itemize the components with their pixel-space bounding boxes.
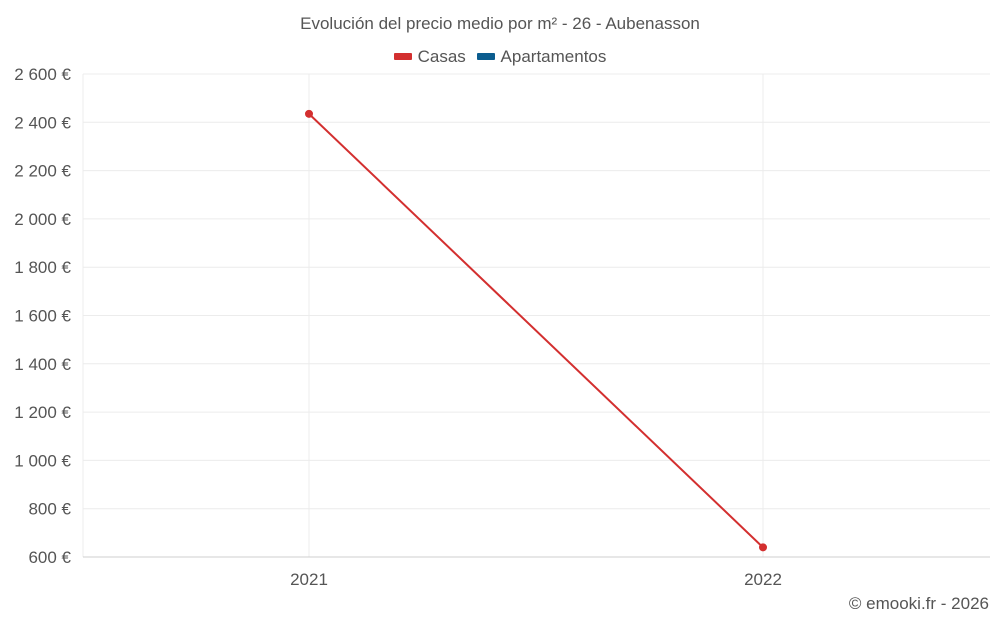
y-tick-label: 800 € [28, 500, 71, 519]
legend-swatch-casas [393, 53, 412, 60]
legend-swatch-apartamentos [476, 53, 495, 60]
y-tick-label: 2 600 € [14, 65, 71, 84]
y-tick-label: 1 400 € [14, 355, 71, 374]
legend-label-apartamentos: Apartamentos [500, 46, 607, 66]
data-point-casas[interactable] [759, 543, 767, 552]
y-tick-label: 2 400 € [14, 113, 71, 132]
copyright-credit: © emooki.fr - 2026 [848, 594, 989, 613]
chart-title: Evolución del precio medio por m² - 26 -… [300, 14, 700, 33]
y-tick-label: 1 600 € [14, 307, 71, 326]
legend-item-casas[interactable]: Casas [393, 46, 466, 67]
y-tick-label: 2 200 € [14, 162, 71, 181]
x-tick-label: 2021 [290, 570, 328, 589]
chart-legend: Casas Apartamentos [0, 45, 1000, 67]
legend-item-apartamentos[interactable]: Apartamentos [476, 46, 607, 67]
x-tick-label: 2022 [744, 570, 782, 589]
legend-label-casas: Casas [417, 46, 466, 66]
y-tick-label: 600 € [28, 548, 71, 567]
y-tick-label: 1 800 € [14, 258, 71, 277]
series-line-casas [308, 113, 764, 549]
data-point-casas[interactable] [305, 109, 313, 118]
y-tick-label: 1 200 € [14, 403, 71, 422]
y-tick-label: 2 000 € [14, 210, 71, 229]
y-tick-label: 1 000 € [14, 451, 71, 470]
